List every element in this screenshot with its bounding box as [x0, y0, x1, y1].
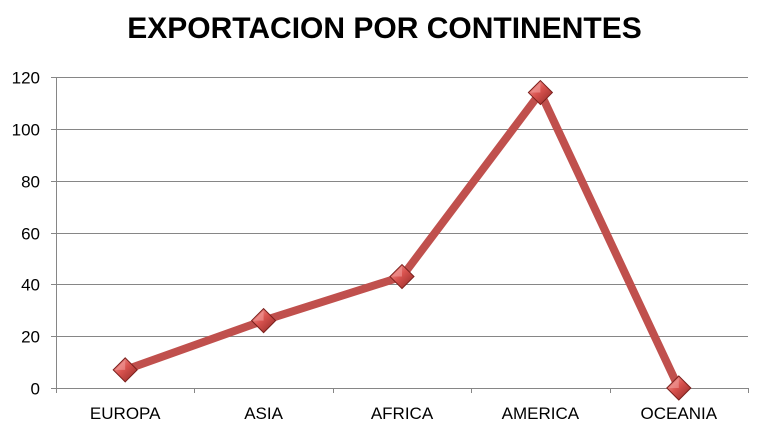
tick-labels: 0 20 40 60 80 100 120 EUROPA ASIA AFRICA AMERICA OC…	[12, 69, 718, 424]
x-tick-label: EUROPA	[90, 404, 161, 423]
data-point-marker	[527, 79, 554, 106]
gridlines	[56, 77, 748, 337]
x-tick-label: OCEANIA	[641, 404, 718, 423]
data-point-marker	[389, 263, 415, 290]
data-point-marker	[666, 375, 692, 401]
y-tick-label: 80	[21, 173, 40, 192]
y-tick-label: 40	[21, 276, 40, 295]
chart-title: EXPORTACION POR CONTINENTES	[127, 12, 642, 45]
axes	[51, 77, 749, 393]
y-tick-label: 100	[12, 121, 40, 140]
x-tick-label: ASIA	[244, 404, 283, 423]
x-tick-label: AFRICA	[371, 404, 434, 423]
markers	[112, 79, 692, 401]
y-tick-label: 120	[12, 69, 40, 88]
y-tick-label: 20	[21, 328, 40, 347]
data-point-marker	[250, 307, 277, 334]
series-line	[121, 88, 683, 392]
data-point-marker	[112, 357, 138, 383]
x-tick-label: AMERICA	[502, 404, 580, 423]
series-line-group	[121, 88, 683, 392]
y-tick-label: 0	[31, 380, 40, 399]
y-tick-label: 60	[21, 225, 40, 244]
